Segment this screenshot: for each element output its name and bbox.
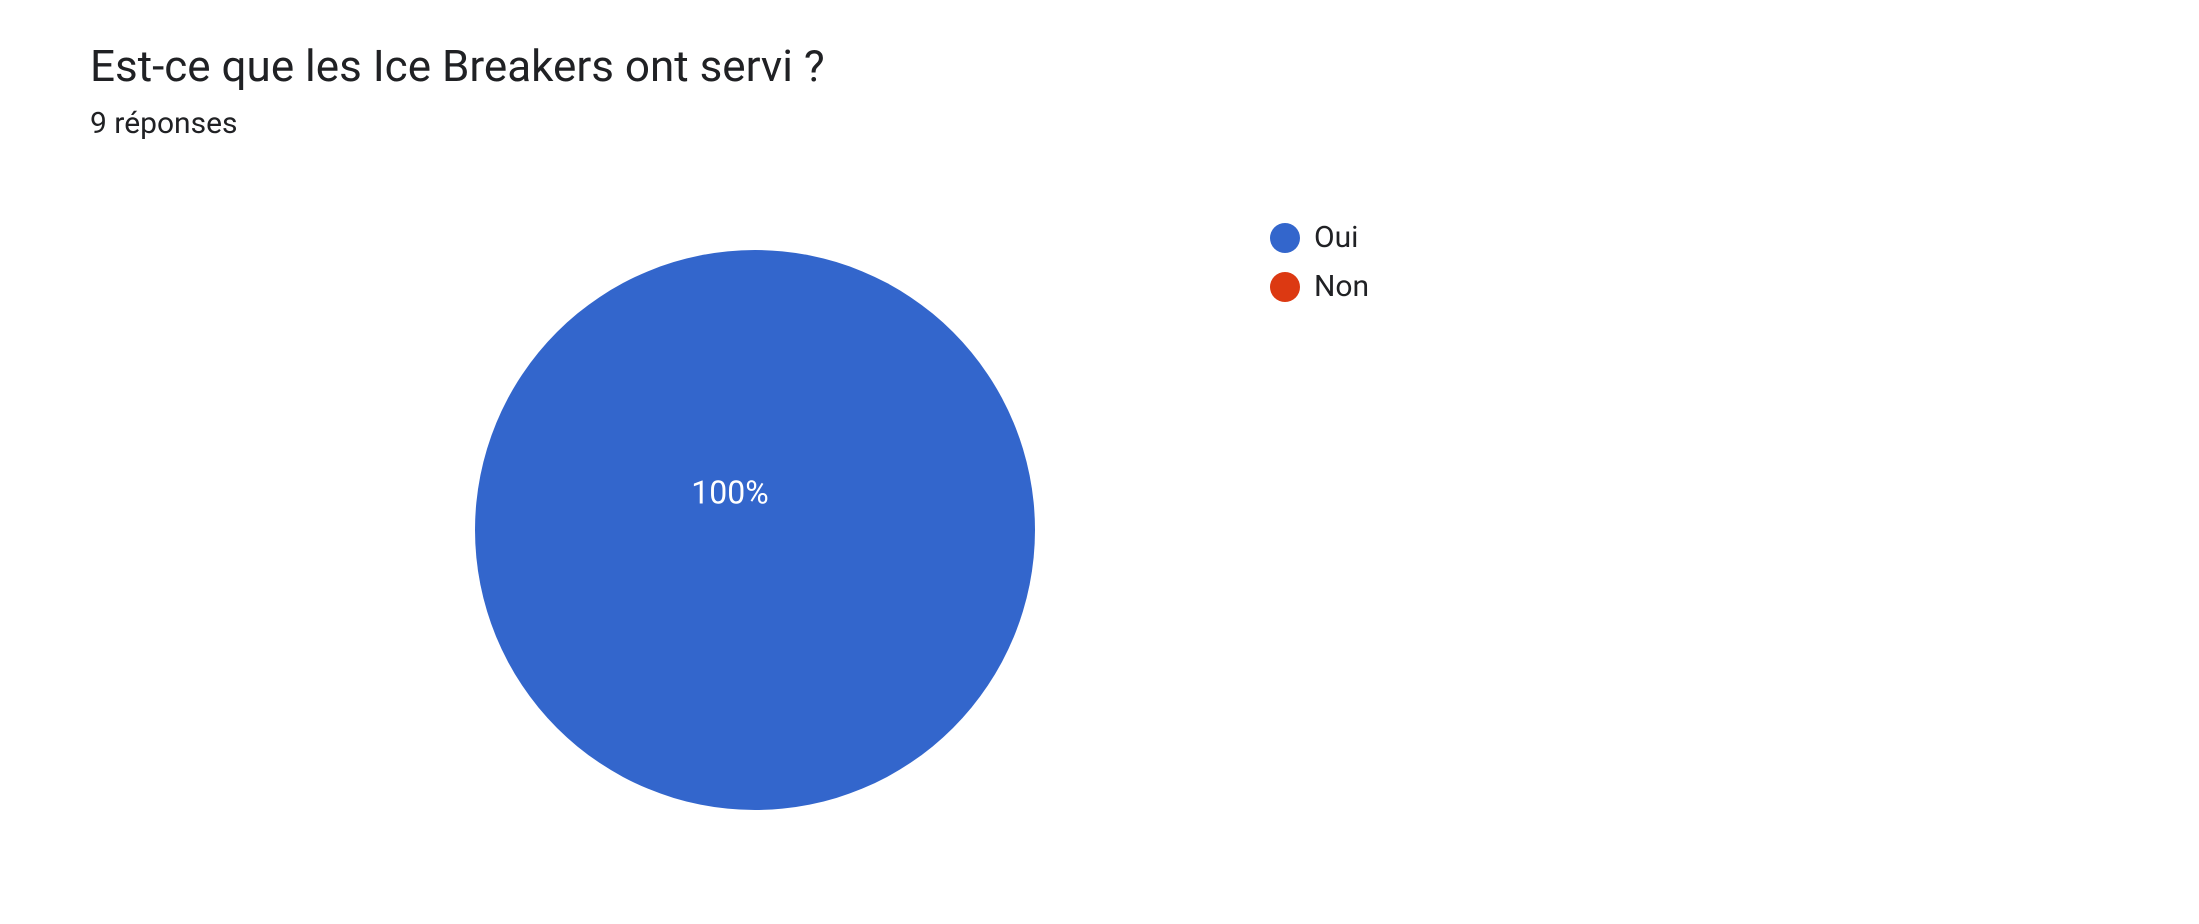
legend-swatch-icon bbox=[1270, 223, 1300, 253]
legend-label: Oui bbox=[1314, 220, 1358, 255]
legend-label: Non bbox=[1314, 269, 1369, 304]
chart-title: Est-ce que les Ice Breakers ont servi ? bbox=[90, 40, 2109, 92]
pie-chart: 100% bbox=[475, 250, 1035, 810]
chart-container: Est-ce que les Ice Breakers ont servi ? … bbox=[0, 0, 2199, 924]
chart-area: 100% Oui Non bbox=[0, 200, 2199, 840]
pie-slice-oui bbox=[475, 250, 1035, 810]
chart-subtitle: 9 réponses bbox=[90, 106, 2109, 141]
legend-item-oui: Oui bbox=[1270, 220, 1369, 255]
legend: Oui Non bbox=[1270, 220, 1369, 304]
pie-slice-label: 100% bbox=[691, 473, 768, 511]
legend-item-non: Non bbox=[1270, 269, 1369, 304]
legend-swatch-icon bbox=[1270, 272, 1300, 302]
